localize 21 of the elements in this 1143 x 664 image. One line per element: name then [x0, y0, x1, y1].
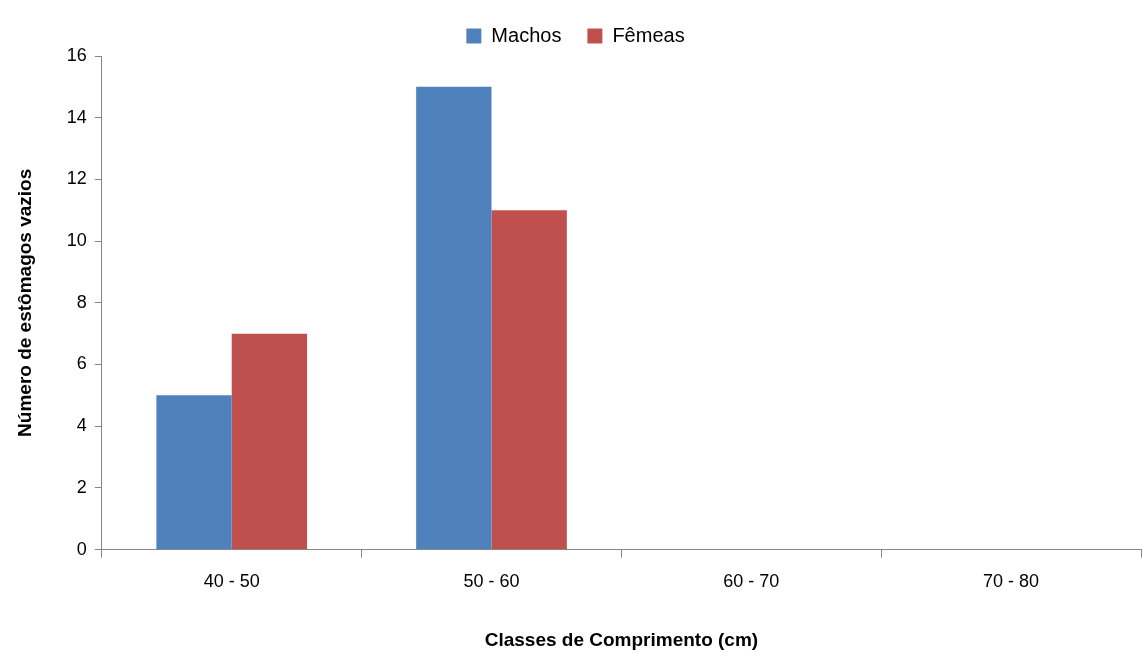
y-axis-title: Número de estômagos vazios	[13, 168, 35, 437]
legend-label: Fêmeas	[612, 23, 685, 46]
bar	[491, 210, 567, 550]
y-tick-label: 14	[66, 106, 87, 127]
y-tick-label: 4	[76, 415, 87, 436]
bar	[156, 395, 232, 550]
x-axis-title: Classes de Comprimento (cm)	[484, 628, 759, 650]
bar	[416, 86, 492, 550]
y-tick-label: 16	[66, 44, 87, 65]
x-tick-label: 50 - 60	[463, 571, 520, 592]
x-tick-label: 60 - 70	[723, 571, 780, 592]
y-tick-label: 2	[76, 476, 87, 497]
x-tick-label: 70 - 80	[983, 571, 1040, 592]
y-tick-label: 10	[66, 230, 87, 251]
legend-label: Machos	[491, 23, 562, 46]
x-tick-label: 40 - 50	[203, 571, 260, 592]
y-tick-label: 0	[76, 538, 87, 559]
y-tick-label: 12	[66, 168, 87, 189]
y-tick-label: 8	[76, 291, 87, 312]
bar	[231, 333, 308, 550]
y-tick-label: 6	[76, 353, 87, 374]
